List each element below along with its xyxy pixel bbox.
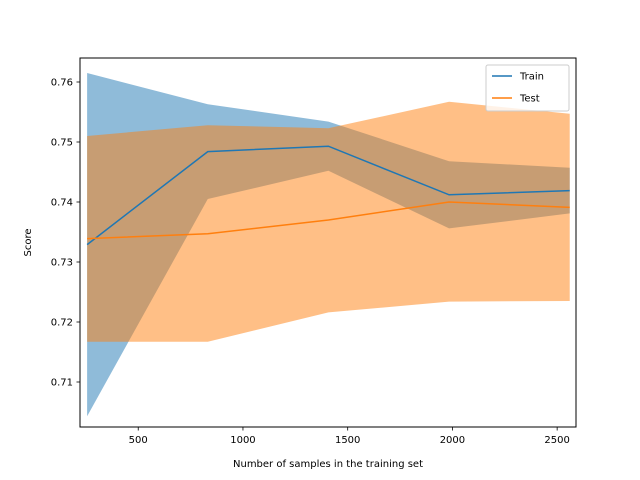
x-axis-ticks: 500 1000 1500 2000 2500 [129, 427, 570, 446]
y-axis-label: Score [23, 228, 34, 256]
legend: Train Test [485, 64, 570, 112]
y-axis-ticks: 0.71 0.72 0.73 0.74 0.75 0.76 [51, 78, 80, 389]
y-tick-label: 0.74 [51, 198, 73, 209]
x-tick-label: 2500 [544, 435, 569, 446]
confidence-bands [87, 73, 570, 417]
y-tick-label: 0.75 [51, 138, 73, 149]
axes-frame [79, 57, 577, 428]
test-confidence-band [87, 101, 570, 342]
x-tick-label: 1500 [335, 435, 360, 446]
y-tick-label: 0.76 [51, 78, 73, 89]
y-tick-label: 0.71 [51, 378, 73, 389]
x-tick-label: 1000 [230, 435, 255, 446]
x-tick-label: 500 [129, 435, 148, 446]
y-tick-label: 0.73 [51, 258, 73, 269]
test-series-line [87, 201, 570, 240]
series-lines [86, 145, 570, 246]
y-tick-label: 0.72 [51, 318, 73, 329]
legend-label-test: Test [519, 94, 540, 105]
train-series-line [86, 145, 570, 246]
x-tick-label: 2000 [440, 435, 465, 446]
legend-label-train: Train [519, 72, 544, 83]
x-axis-label: Number of samples in the training set [233, 459, 423, 470]
